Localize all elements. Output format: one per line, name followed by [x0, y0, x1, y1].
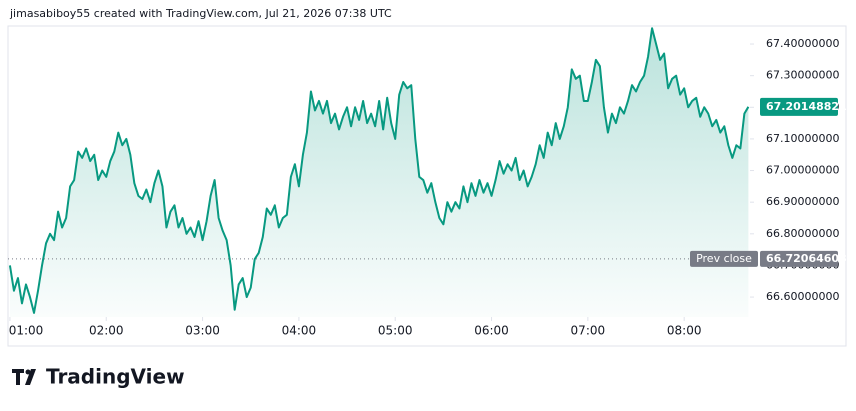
x-tick-label: 03:00: [185, 324, 220, 338]
area: [9, 28, 749, 317]
prev-close-value: 66.72064608: [766, 252, 847, 265]
chart-title: jimasabiboy55 created with TradingView.c…: [9, 7, 392, 20]
prev-close-value-tag: [760, 250, 838, 267]
x-tick-label: 04:00: [282, 324, 317, 338]
prev-close-tag: [690, 250, 758, 267]
price-line: [8, 27, 750, 314]
brand-logo: [12, 369, 36, 385]
x-tick-label: 01:00: [9, 324, 44, 338]
y-tick-label: 66.80000000: [766, 227, 839, 240]
x-tick-label: 08:00: [667, 324, 702, 338]
x-tick-label: 06:00: [474, 324, 509, 338]
y-tick-label: 67.00000000: [766, 164, 839, 177]
y-tick-label: 67.10000000: [766, 132, 839, 145]
y-tick-label: 66.60000000: [766, 290, 839, 303]
plot: [8, 27, 750, 317]
y-tick-label: 67.40000000: [766, 37, 839, 50]
y-tick-label: 67.30000000: [766, 69, 839, 82]
x-tick-label: 05:00: [378, 324, 413, 338]
x-tick-label: 02:00: [89, 324, 124, 338]
last-price-tag: [760, 97, 838, 116]
last-price-value: 67.20148821: [766, 100, 847, 113]
y-tick-label: 66.90000000: [766, 195, 839, 208]
brand-name: TradingView: [46, 365, 185, 389]
chart-frame: [7, 25, 847, 347]
prev-close-label: Prev close: [696, 252, 752, 265]
x-tick-label: 07:00: [571, 324, 606, 338]
